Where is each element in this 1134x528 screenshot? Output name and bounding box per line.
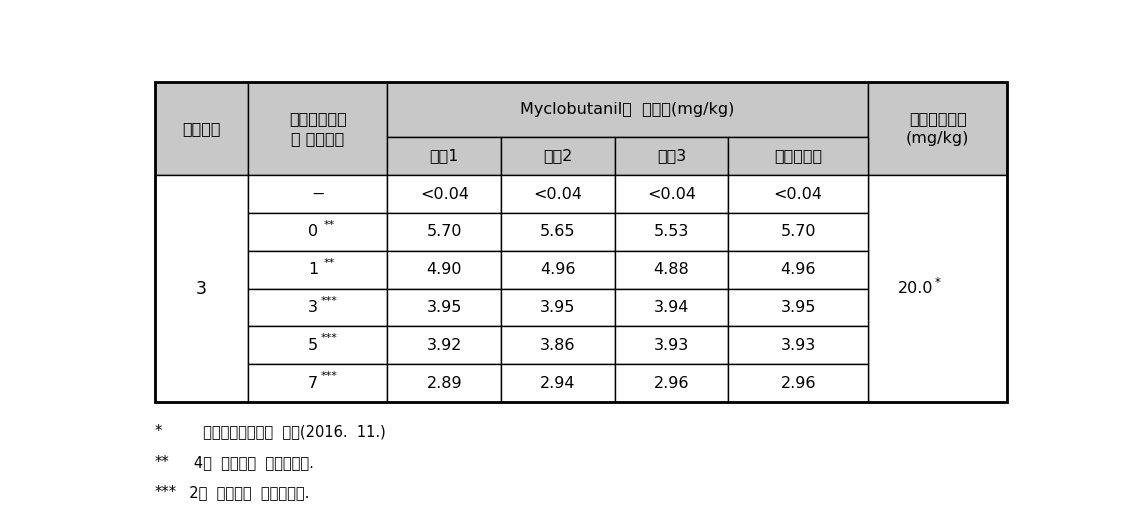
- Text: 7: 7: [308, 375, 319, 391]
- Text: ***: ***: [321, 333, 338, 343]
- Text: 4배  희석하여  분석하였음.: 4배 희석하여 분석하였음.: [179, 455, 313, 470]
- Bar: [155, 82, 248, 175]
- Bar: [388, 364, 501, 402]
- Text: 잔류허용기준: 잔류허용기준: [908, 111, 966, 126]
- Bar: [248, 82, 388, 175]
- Bar: [248, 251, 388, 289]
- Bar: [388, 82, 868, 137]
- Text: 3.95: 3.95: [780, 300, 815, 315]
- Bar: [728, 289, 868, 326]
- Bar: [248, 364, 388, 402]
- Text: 최대잔류량: 최대잔류량: [775, 148, 822, 163]
- Bar: [728, 326, 868, 364]
- Bar: [248, 175, 388, 213]
- Text: 반복3: 반복3: [657, 148, 686, 163]
- Text: <0.04: <0.04: [773, 186, 822, 202]
- Text: 3.86: 3.86: [540, 338, 576, 353]
- Text: 3.95: 3.95: [540, 300, 576, 315]
- Bar: [728, 251, 868, 289]
- Text: <0.04: <0.04: [648, 186, 696, 202]
- Bar: [615, 213, 728, 251]
- Bar: [615, 175, 728, 213]
- Bar: [501, 175, 615, 213]
- Bar: [501, 213, 615, 251]
- Bar: [501, 364, 615, 402]
- Bar: [388, 213, 501, 251]
- Text: 5: 5: [308, 338, 319, 353]
- Bar: [501, 326, 615, 364]
- Text: 3.94: 3.94: [654, 300, 689, 315]
- Text: ***: ***: [321, 371, 338, 381]
- Text: 살포횟수: 살포횟수: [183, 121, 221, 136]
- Text: **: **: [155, 455, 170, 470]
- Bar: [388, 137, 501, 175]
- Bar: [248, 326, 388, 364]
- Text: 2.89: 2.89: [426, 375, 462, 391]
- Text: 3: 3: [308, 300, 319, 315]
- Bar: [868, 175, 1007, 402]
- Text: ***: ***: [155, 485, 177, 501]
- Bar: [615, 251, 728, 289]
- Bar: [501, 251, 615, 289]
- Text: 0: 0: [308, 224, 319, 239]
- Text: 2.96: 2.96: [780, 375, 816, 391]
- Bar: [728, 213, 868, 251]
- Text: <0.04: <0.04: [420, 186, 468, 202]
- Bar: [728, 175, 868, 213]
- Bar: [728, 364, 868, 402]
- Bar: [615, 364, 728, 402]
- Text: 반복2: 반복2: [543, 148, 573, 163]
- Text: <0.04: <0.04: [533, 186, 583, 202]
- Bar: [155, 82, 1007, 402]
- Text: 4.96: 4.96: [780, 262, 816, 277]
- Text: 3.95: 3.95: [426, 300, 462, 315]
- Text: 20.0: 20.0: [898, 281, 933, 296]
- Bar: [388, 251, 501, 289]
- Text: 식품의약품안전처  고시(2016.  11.): 식품의약품안전처 고시(2016. 11.): [179, 425, 386, 439]
- Text: −: −: [311, 186, 324, 202]
- Text: ***: ***: [321, 296, 338, 306]
- Text: 5.70: 5.70: [426, 224, 462, 239]
- Bar: [388, 326, 501, 364]
- Text: **: **: [323, 220, 335, 230]
- Text: 3.92: 3.92: [426, 338, 462, 353]
- Bar: [728, 137, 868, 175]
- Bar: [155, 175, 248, 402]
- Text: *: *: [155, 425, 162, 439]
- Text: *: *: [934, 276, 940, 289]
- Text: 5.65: 5.65: [540, 224, 576, 239]
- Text: 후 경과일수: 후 경과일수: [291, 131, 345, 146]
- Text: 4.88: 4.88: [653, 262, 689, 277]
- Bar: [501, 137, 615, 175]
- Text: 3.93: 3.93: [780, 338, 815, 353]
- Text: 1: 1: [308, 262, 319, 277]
- Bar: [868, 82, 1007, 175]
- Bar: [615, 137, 728, 175]
- Bar: [248, 213, 388, 251]
- Text: Myclobutanil의  잔류량(mg/kg): Myclobutanil의 잔류량(mg/kg): [521, 101, 735, 117]
- Bar: [388, 175, 501, 213]
- Text: 3.93: 3.93: [654, 338, 689, 353]
- Bar: [388, 289, 501, 326]
- Text: 3: 3: [196, 280, 206, 298]
- Text: 5.53: 5.53: [654, 224, 689, 239]
- Text: **: **: [323, 258, 335, 268]
- Text: 2배  희석하여  분석하였음.: 2배 희석하여 분석하였음.: [179, 485, 308, 501]
- Bar: [615, 326, 728, 364]
- Text: 5.70: 5.70: [780, 224, 816, 239]
- Text: 4.90: 4.90: [426, 262, 462, 277]
- Bar: [501, 289, 615, 326]
- Bar: [615, 289, 728, 326]
- Text: 최종약제살포: 최종약제살포: [289, 111, 347, 126]
- Text: 2.94: 2.94: [540, 375, 576, 391]
- Bar: [248, 289, 388, 326]
- Text: 2.96: 2.96: [654, 375, 689, 391]
- Text: 4.96: 4.96: [540, 262, 576, 277]
- Text: (mg/kg): (mg/kg): [906, 131, 970, 146]
- Text: 반복1: 반복1: [430, 148, 459, 163]
